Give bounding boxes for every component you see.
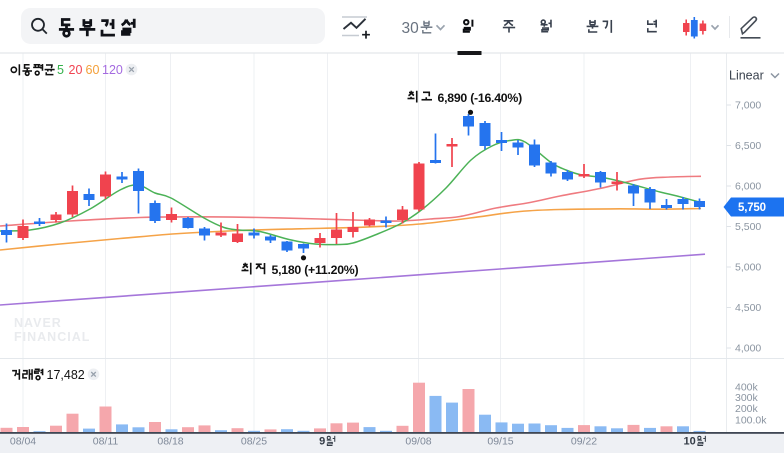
svg-text:6,500: 6,500 bbox=[735, 140, 761, 152]
svg-text:60: 60 bbox=[86, 63, 100, 77]
svg-text:5: 5 bbox=[57, 63, 64, 77]
svg-text:NAVER: NAVER bbox=[14, 316, 62, 330]
svg-text:4,500: 4,500 bbox=[735, 302, 761, 314]
svg-text:Linear: Linear bbox=[729, 69, 764, 83]
svg-text:08/04: 08/04 bbox=[10, 436, 36, 448]
svg-text:5,180 (+11.20%): 5,180 (+11.20%) bbox=[272, 263, 359, 277]
svg-text:300k: 300k bbox=[735, 392, 759, 404]
svg-text:09/22: 09/22 bbox=[571, 436, 597, 448]
svg-text:FINANCIAL: FINANCIAL bbox=[14, 330, 90, 344]
svg-text:6,890 (-16.40%): 6,890 (-16.40%) bbox=[438, 91, 523, 105]
svg-text:100.0k: 100.0k bbox=[735, 415, 767, 427]
svg-text:4,000: 4,000 bbox=[735, 343, 761, 355]
svg-text:17,482: 17,482 bbox=[47, 368, 85, 382]
svg-text:09/08: 09/08 bbox=[405, 436, 431, 448]
svg-text:200k: 200k bbox=[735, 403, 759, 415]
svg-text:7,000: 7,000 bbox=[735, 100, 761, 112]
svg-text:6,000: 6,000 bbox=[735, 181, 761, 193]
svg-text:5,750: 5,750 bbox=[738, 202, 766, 214]
svg-text:120: 120 bbox=[102, 63, 123, 77]
svg-text:9: 9 bbox=[319, 436, 325, 448]
svg-text:10: 10 bbox=[684, 436, 696, 448]
svg-text:09/15: 09/15 bbox=[487, 436, 513, 448]
svg-text:20: 20 bbox=[69, 63, 83, 77]
svg-text:400k: 400k bbox=[735, 382, 759, 394]
svg-text:5,500: 5,500 bbox=[735, 221, 761, 233]
svg-text:08/18: 08/18 bbox=[157, 436, 183, 448]
svg-text:08/11: 08/11 bbox=[93, 436, 119, 448]
svg-text:08/25: 08/25 bbox=[241, 436, 267, 448]
svg-text:5,000: 5,000 bbox=[735, 262, 761, 274]
svg-text:30: 30 bbox=[402, 20, 420, 37]
